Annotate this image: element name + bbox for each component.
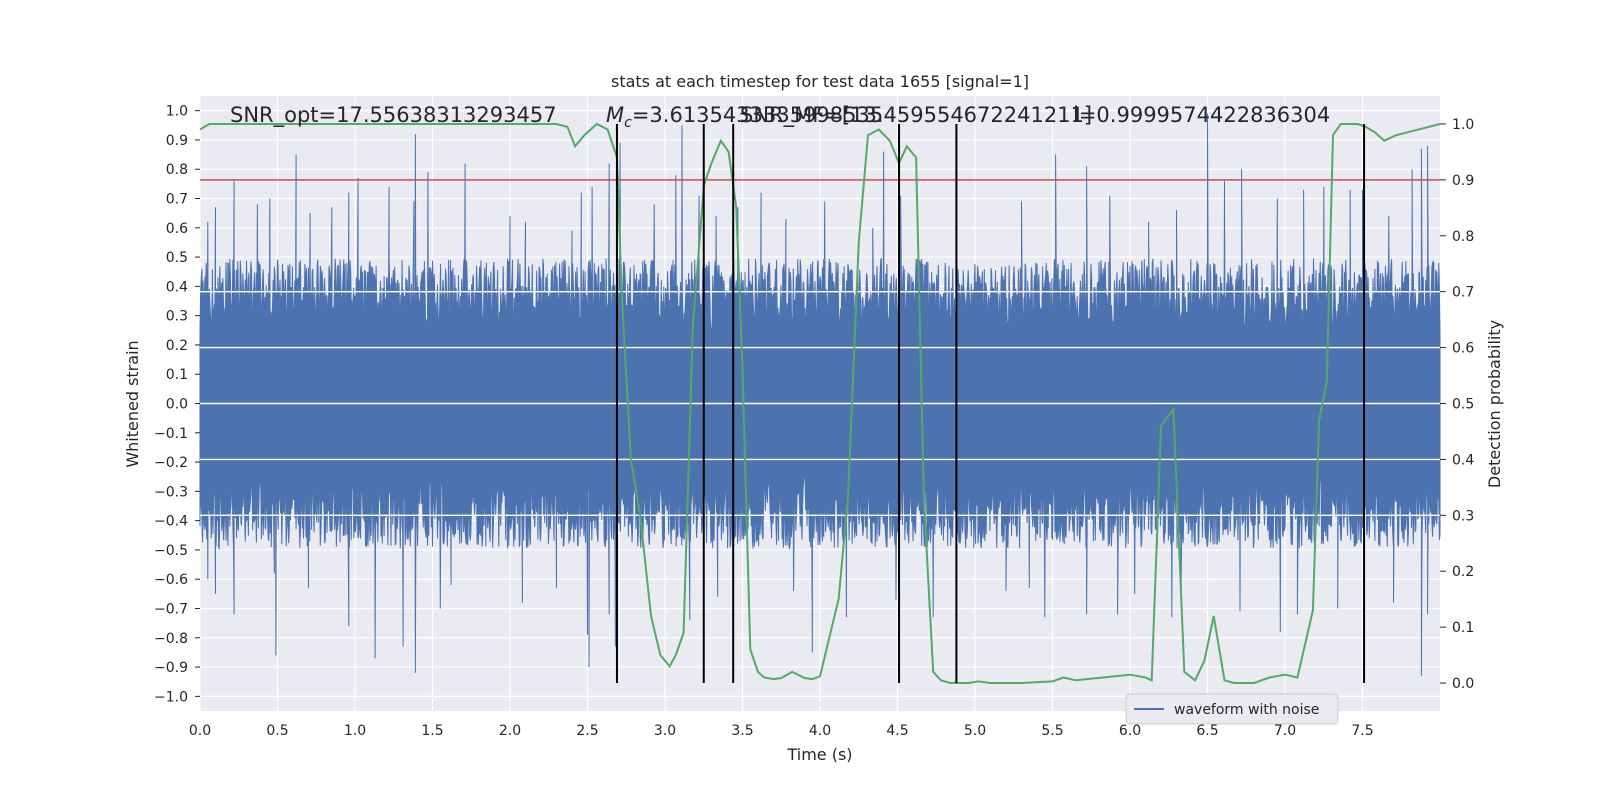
x-tick-label: 6.5 [1196,723,1218,739]
y-tick-label: −0.2 [154,455,188,471]
y-tick-label: −0.9 [154,660,188,676]
y2-tick-label: 0.9 [1452,173,1474,189]
waveform-fill [199,113,1441,676]
y-tick-label: 0.3 [166,309,188,325]
y2-axis-label: Detection probability [1485,320,1504,488]
x-tick-label: 3.0 [654,723,676,739]
y2-tick-labels: 1.0 0.9 0.8 0.7 0.6 0.5 0.4 0.3 0.2 0.1 0.0 [1440,117,1474,692]
likelihood-annotation: l=0.9999574422836304 [1073,103,1330,127]
y2-tick-label: 0.6 [1452,341,1474,357]
y-tick-label: −0.5 [154,543,188,559]
x-tick-label: 0.5 [266,723,288,739]
x-tick-label: 7.0 [1274,723,1296,739]
mc-annotation: Mc=3.6135433335998535 [606,103,883,131]
y-tick-label: −0.4 [154,514,188,530]
y2-tick-label: 0.8 [1452,229,1474,245]
mc-value: =3.6135433335998535 [632,103,883,127]
y-tick-label: −0.1 [154,426,188,442]
y-tick-label: 0.6 [166,221,188,237]
y-axis-label: Whitened strain [123,340,142,467]
y2-tick-label: 0.5 [1452,397,1474,413]
legend-box [1125,693,1339,725]
y2-tick-label: 0.4 [1452,452,1474,468]
y-tick-label: 0.0 [166,397,188,413]
vertical-markers [615,123,1366,684]
y2-tick-label: 0.7 [1452,285,1474,301]
legend: waveform with noise [1125,693,1339,725]
x-tick-label: 0.0 [189,723,211,739]
y-tick-label: −0.8 [154,631,188,647]
x-tick-label: 1.0 [344,723,366,739]
x-tick-label: 5.5 [1041,723,1063,739]
snr-mf-annotation: SNR_MF=[13.459554672241211] [740,103,1092,128]
y-tick-label: −1.0 [154,689,188,705]
y2-tick-label: 0.1 [1452,620,1474,636]
chart-title: stats at each timestep for test data 165… [611,72,1029,91]
mc-subscript: c [624,115,632,131]
x-tick-label: 4.5 [886,723,908,739]
y-tick-label: −0.7 [154,602,188,618]
y2-tick-label: 0.0 [1452,676,1474,692]
probability-series [199,122,1441,684]
x-tick-label: 6.0 [1119,723,1141,739]
snr-opt-annotation: SNR_opt=17.55638313293457 [230,103,557,128]
waveform-series [199,113,1441,676]
x-tick-label: 5.0 [964,723,986,739]
y-tick-label: 0.1 [166,367,188,383]
y2-tick-label: 1.0 [1452,117,1474,133]
x-tick-label: 7.5 [1351,723,1373,739]
legend-label: waveform with noise [1174,702,1319,718]
y-tick-label: 0.4 [166,279,188,295]
y-tick-label: −0.6 [154,572,188,588]
y2-tick-label: 0.3 [1452,508,1474,524]
x-axis-label: Time (s) [786,745,852,764]
mc-symbol: M [606,103,624,127]
x-tick-label: 1.5 [421,723,443,739]
y-tick-label: 1.0 [166,104,188,120]
y2-tick-label: 0.2 [1452,564,1474,580]
y-tick-labels: 1.0 0.9 0.8 0.7 0.6 0.5 0.4 0.3 0.2 0.1 0.0 −0.1 −0.… [154,104,200,705]
y-tick-label: 0.2 [166,338,188,354]
x-tick-labels: 0.0 0.5 1.0 1.5 2.0 2.5 3.0 3.5 4.0 4.5 5.0 5.5 6.0 6… [189,723,1374,739]
y-tick-label: 0.5 [166,250,188,266]
x-tick-label: 3.5 [731,723,753,739]
x-tick-label: 2.5 [576,723,598,739]
x-tick-label: 2.0 [499,723,521,739]
y-tick-label: 0.8 [166,162,188,178]
y-tick-label: 0.7 [166,192,188,208]
x-tick-label: 4.0 [809,723,831,739]
y-tick-label: −0.3 [154,484,188,500]
y-tick-label: 0.9 [166,133,188,149]
